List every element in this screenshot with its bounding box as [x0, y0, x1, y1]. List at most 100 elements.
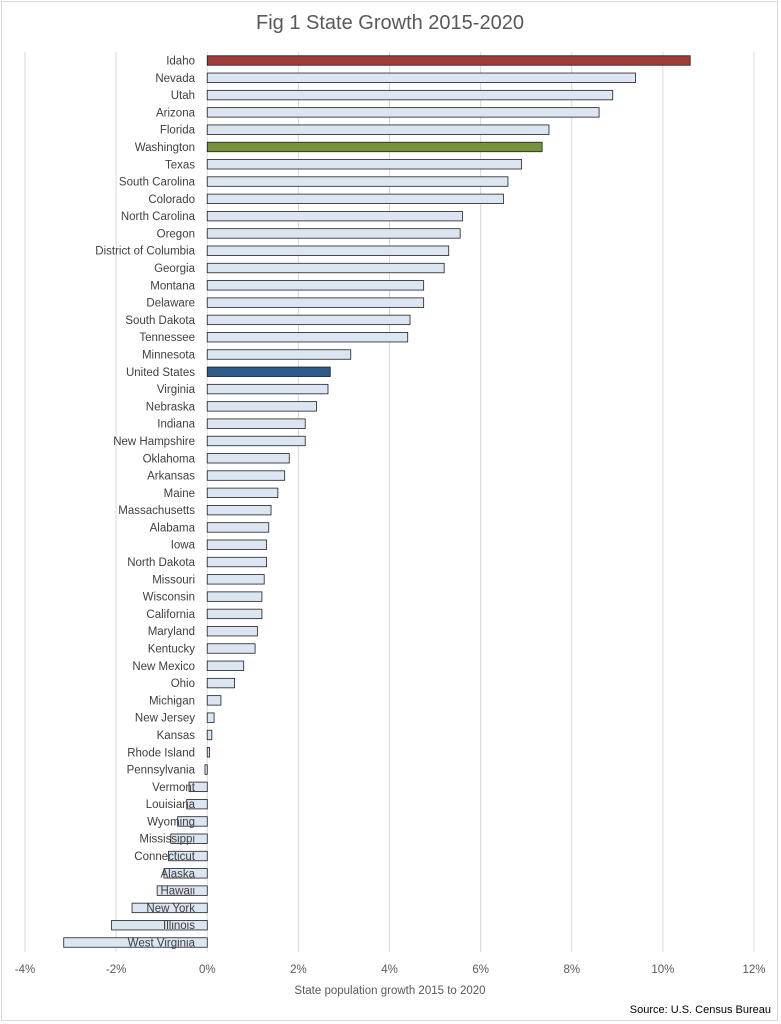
x-tick-label: -2%: [106, 964, 126, 976]
category-label: Massachusetts: [118, 505, 195, 517]
bars: [63, 55, 691, 948]
category-label: California: [146, 609, 195, 621]
category-label: Nebraska: [146, 401, 196, 413]
category-label: Arkansas: [147, 471, 195, 483]
category-label: Arizona: [156, 107, 196, 119]
category-label: North Dakota: [127, 557, 195, 569]
x-tick-label: 12%: [742, 964, 765, 976]
category-label: South Dakota: [125, 315, 195, 327]
bar-alaska: [163, 868, 208, 879]
category-label: North Carolina: [121, 211, 196, 223]
bar-maine: [206, 487, 279, 499]
x-tick-label: -4%: [15, 964, 35, 976]
x-tick-label: 10%: [651, 964, 674, 976]
bar-florida: [206, 124, 550, 135]
bar-vermont: [188, 781, 208, 793]
bar-new-hampshire: [206, 435, 306, 447]
bar-north-carolina: [206, 210, 463, 222]
category-label: Pennsylvania: [127, 765, 196, 777]
bar-oklahoma: [206, 453, 290, 464]
category-label: Missouri: [152, 574, 195, 586]
bar-oregon: [206, 228, 461, 239]
x-tick-label: 8%: [563, 964, 580, 976]
category-label: Alaska: [160, 868, 195, 880]
bar-georgia: [206, 262, 445, 274]
category-label: Indiana: [157, 419, 195, 431]
bar-wyoming: [177, 816, 208, 827]
x-axis-label: State population growth 2015 to 2020: [294, 985, 485, 997]
bar-arkansas: [206, 470, 286, 481]
category-label: Delaware: [146, 298, 195, 310]
category-label: Michigan: [149, 695, 195, 707]
bar-alabama: [206, 522, 270, 533]
category-label: Idaho: [166, 56, 195, 68]
category-label: Oklahoma: [143, 453, 196, 465]
source-note: Source: U.S. Census Bureau: [629, 1004, 771, 1016]
category-label: Virginia: [157, 384, 196, 396]
bar-texas: [206, 159, 523, 170]
bar-new-mexico: [206, 660, 245, 671]
bar-south-dakota: [206, 314, 411, 326]
category-label: Wisconsin: [143, 592, 195, 604]
category-label: Tennessee: [139, 332, 195, 344]
category-label: Oregon: [157, 228, 195, 240]
bar-louisiana: [186, 798, 208, 810]
category-label: Texas: [165, 159, 195, 171]
category-label: Hawaii: [160, 886, 195, 898]
x-tick-labels: -4% -2% 0% 2% 4% 6% 8% 10% 12%: [15, 964, 766, 976]
bar-kansas: [206, 729, 213, 741]
category-label: Alabama: [150, 522, 196, 534]
bar-nebraska: [206, 401, 317, 412]
bar-wisconsin: [206, 591, 263, 602]
bar-west-virginia: [63, 937, 208, 948]
category-label: Washington: [135, 142, 195, 154]
category-label: Florida: [160, 125, 196, 137]
bar-california: [206, 608, 263, 620]
bar-montana: [206, 280, 425, 291]
bar-hawaii: [156, 885, 208, 896]
bar-rhode-island: [206, 747, 210, 758]
bar-united-states: [206, 366, 331, 377]
bar-connecticut: [168, 850, 208, 862]
bar-district-of-columbia: [206, 245, 450, 256]
bar-ohio: [206, 677, 235, 689]
category-label: Rhode Island: [127, 747, 195, 759]
category-label: Utah: [171, 90, 195, 102]
x-tick-label: 4%: [381, 964, 398, 976]
category-label: Vermont: [152, 782, 196, 794]
category-label: Montana: [150, 280, 195, 292]
category-label: Louisiana: [146, 799, 196, 811]
category-label: District of Columbia: [95, 246, 195, 258]
category-label: Illinois: [163, 920, 195, 932]
bar-minnesota: [206, 349, 352, 360]
bar-washington: [206, 141, 543, 153]
x-tick-label: 6%: [472, 964, 489, 976]
bar-new-jersey: [206, 712, 215, 723]
x-tick-label: 2%: [290, 964, 307, 976]
bar-new-york: [131, 902, 208, 914]
category-label: Nevada: [155, 73, 195, 85]
bar-utah: [206, 89, 614, 101]
bar-missouri: [206, 574, 265, 585]
bar-kentucky: [206, 643, 256, 654]
category-label: Colorado: [148, 194, 195, 206]
bar-north-dakota: [206, 556, 267, 568]
bar-pennsylvania: [204, 764, 208, 775]
category-label: Iowa: [171, 540, 196, 552]
bar-arizona: [206, 107, 600, 118]
category-label: South Carolina: [119, 177, 196, 189]
category-labels: Idaho Nevada Utah Arizona Florida Washington T…: [95, 56, 196, 950]
bar-michigan: [206, 695, 222, 706]
category-label: Wyoming: [147, 816, 195, 828]
category-label: Kentucky: [148, 644, 196, 656]
category-label: Minnesota: [142, 350, 196, 362]
bar-nevada: [206, 72, 636, 83]
category-label: Georgia: [154, 263, 196, 275]
category-label: Kansas: [157, 730, 196, 742]
bar-iowa: [206, 539, 267, 550]
category-label: Ohio: [171, 678, 195, 690]
category-label: New York: [146, 903, 195, 915]
category-label: New Mexico: [132, 661, 195, 673]
bar-virginia: [206, 383, 329, 395]
